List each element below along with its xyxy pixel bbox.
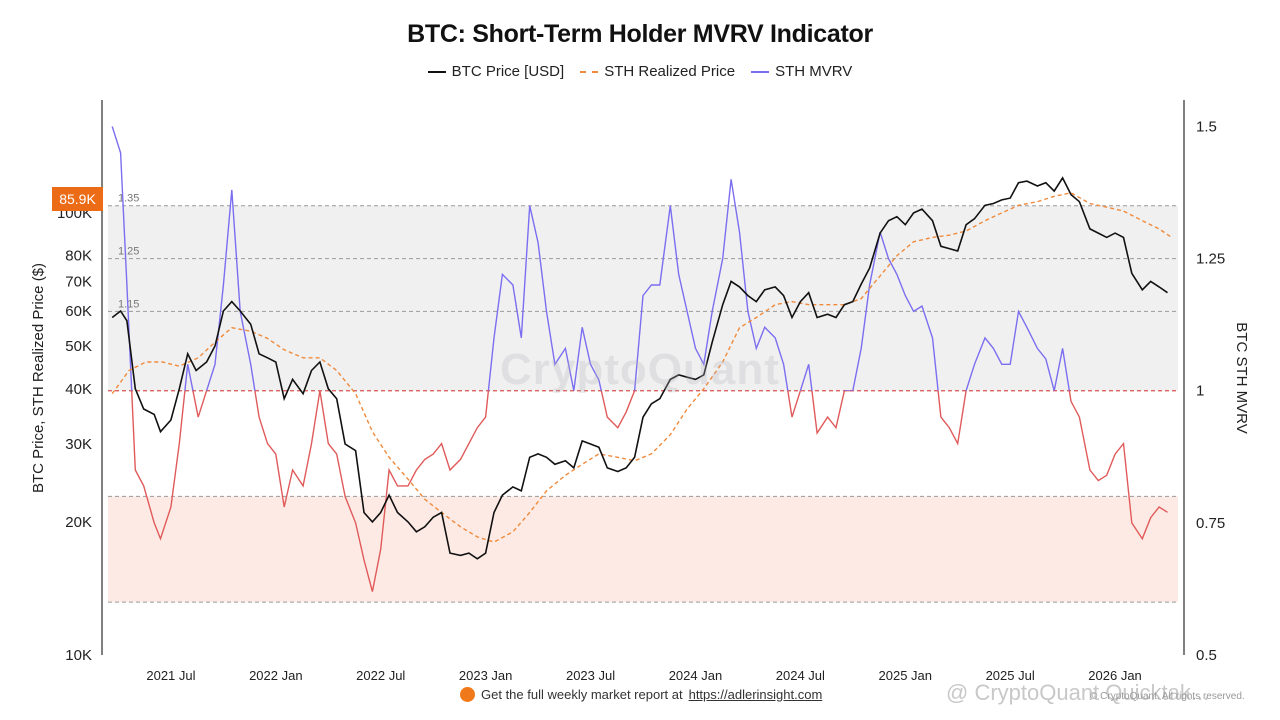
x-tick-label: 2023 Jul: [566, 668, 615, 683]
right-tick-label: 1: [1196, 383, 1204, 400]
x-tick-label: 2025 Jul: [986, 668, 1035, 683]
left-tick-label: 60K: [65, 303, 92, 320]
globe-icon: [460, 687, 475, 702]
x-tick-label: 2025 Jan: [879, 668, 933, 683]
right-tick-label: 1.25: [1196, 251, 1225, 268]
x-tick-label: 2022 Jul: [356, 668, 405, 683]
x-tick-label: 2024 Jan: [669, 668, 723, 683]
footer-link[interactable]: https://adlerinsight.com: [688, 687, 823, 702]
legend-label-sth-realized-price: STH Realized Price: [604, 63, 736, 80]
left-tick-label: 70K: [65, 273, 92, 290]
footer-banner: Get the full weekly market report at htt…: [460, 687, 822, 702]
reference-label-1: 1.25: [118, 246, 139, 258]
left-tick-label: 10K: [65, 647, 92, 664]
legend-swatch-sth-realized-price: [580, 70, 599, 73]
left-tick-label: 30K: [65, 436, 92, 453]
series-sth-realized-price: [111, 192, 1173, 543]
copyright-text: © CryptoQuant. All rights reserved.: [1090, 691, 1245, 702]
legend-swatch-btc-price: [427, 70, 446, 73]
background-watermark: CryptoQuant: [500, 345, 780, 394]
footer-text: Get the full weekly market report at: [481, 687, 683, 702]
left-axis-title: BTC Price, STH Realized Price ($): [30, 263, 47, 493]
legend: BTC Price [USD] STH Realized Price STH M…: [0, 63, 1280, 80]
legend-item-sth-realized-price[interactable]: STH Realized Price: [580, 63, 735, 80]
x-tick-label: 2021 Jul: [146, 668, 195, 683]
right-tick-label: 1.5: [1196, 118, 1217, 135]
legend-label-sth-mvrv: STH MVRV: [775, 63, 853, 80]
band-1: [108, 496, 1178, 603]
reference-label-0: 1.35: [118, 193, 139, 205]
x-tick-label: 2026 Jan: [1088, 668, 1142, 683]
legend-swatch-sth-mvrv: [751, 70, 770, 73]
right-axis-title: BTC STH MVRV: [1233, 322, 1250, 433]
right-tick-label: 0.75: [1196, 515, 1225, 532]
reference-label-2: 1.15: [118, 298, 139, 310]
corner-watermark: @ CryptoQuant Quicktak...: [946, 680, 1210, 705]
chart-title: BTC: Short-Term Holder MVRV Indicator: [407, 20, 873, 48]
legend-item-btc-price[interactable]: BTC Price [USD]: [427, 63, 565, 80]
x-tick-label: 2024 Jul: [776, 668, 825, 683]
series-sth-mvrv-below-one: [130, 390, 1168, 592]
x-tick-label: 2023 Jan: [459, 668, 513, 683]
left-tick-label: 20K: [65, 514, 92, 531]
x-tick-label: 2022 Jan: [249, 668, 303, 683]
left-tick-label: 40K: [65, 381, 92, 398]
series-btc-price: [111, 176, 1168, 560]
legend-label-btc-price: BTC Price [USD]: [451, 63, 565, 80]
series-sth-mvrv-above-one: [111, 126, 1071, 391]
legend-item-sth-mvrv[interactable]: STH MVRV: [751, 63, 852, 80]
right-tick-label: 0.5: [1196, 647, 1217, 664]
current-price-badge: 85.9K: [52, 187, 103, 211]
left-tick-label: 50K: [65, 338, 92, 355]
left-tick-label: 80K: [65, 248, 92, 265]
